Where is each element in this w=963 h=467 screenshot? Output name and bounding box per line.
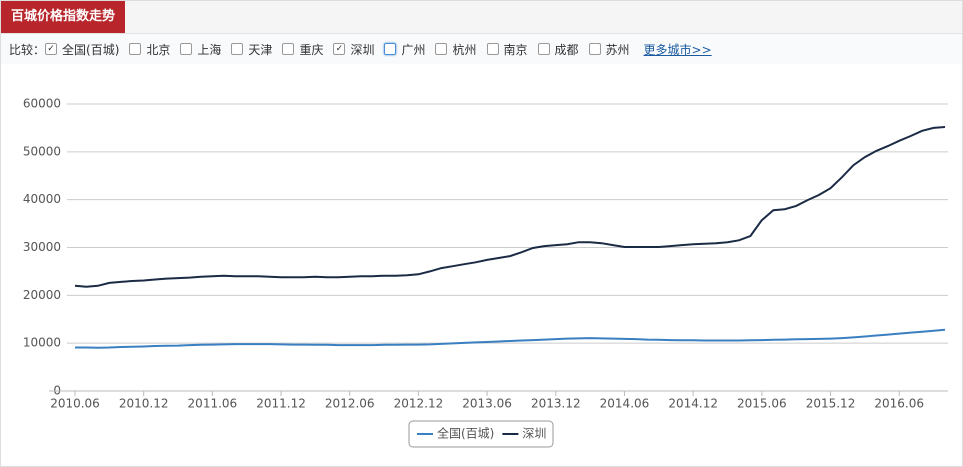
y-tick-label: 30000 [23,240,61,254]
option-label[interactable]: 上海 [197,42,222,57]
option[interactable]: ✓ 深圳 [333,41,374,58]
checkbox[interactable] [435,43,448,55]
option-label[interactable]: 成都 [554,42,579,57]
option-label[interactable]: 广州 [401,42,426,57]
option-label[interactable]: 重庆 [299,42,324,57]
y-tick-label: 20000 [23,288,61,302]
line [75,328,946,349]
option[interactable]: 上海 [180,41,221,58]
header: 百城价格指数走势 [1,1,962,34]
checkbox[interactable]: ✓ [45,43,58,55]
option[interactable]: 北京 [129,41,170,58]
title: 百城价格指数走势 [1,1,126,33]
legend-box [408,420,554,448]
y-tick-label: 60000 [23,97,61,111]
y-tick-label: 10000 [23,336,61,350]
x-tick-label: 2011.12 [256,397,306,411]
option-label[interactable]: 北京 [146,42,171,57]
option-label[interactable]: 杭州 [452,42,477,57]
y-tick-label: 40000 [23,192,61,206]
legend-label: 全国(百城) [437,426,494,441]
x-tick-label: 2013.06 [462,397,512,411]
chart: 01000020000300004000050000600002010.0620… [23,97,948,448]
x-tick-label: 2010.12 [119,397,169,411]
line [74,126,946,288]
x-tick-label: 2014.12 [668,397,718,411]
checkbox[interactable] [588,43,601,55]
x-tick-label: 2011.06 [188,397,238,411]
checkbox[interactable] [486,43,499,55]
x-tick-label: 2015.06 [737,397,787,411]
option[interactable]: 南京 [486,41,528,58]
x-tick-label: 2016.06 [874,397,924,411]
x-tick-label: 2012.06 [325,397,375,411]
checkbox[interactable] [129,43,142,55]
option[interactable]: 天津 [231,41,272,58]
compare-label: 比较： [9,42,46,57]
x-tick-label: 2012.12 [394,397,444,411]
option[interactable]: 广州 [384,41,425,58]
option-label[interactable]: 深圳 [350,42,375,57]
option[interactable]: 成都 [537,41,579,58]
more-link[interactable]: 更多城市>> [643,42,712,57]
option-label[interactable]: 天津 [248,42,273,57]
option-label[interactable]: 苏州 [605,42,630,57]
x-tick-label: 2015.12 [806,397,856,411]
option[interactable]: ✓ 全国(百城) [45,41,119,58]
checkbox[interactable] [231,43,244,55]
checkbox[interactable] [384,43,397,55]
compare-bar: 比较： ✓ 全国(百城) 北京 上海 天津 重庆 ✓ 深圳 广州 杭州 南京 成都 苏州 更多城市>> [1,34,962,64]
option[interactable]: 杭州 [435,41,477,58]
option-label[interactable]: 全国(百城) [62,42,120,57]
legend-label: 深圳 [522,427,546,441]
checkbox[interactable] [537,43,550,55]
x-tick-label: 2014.06 [600,397,650,411]
option[interactable]: 重庆 [282,41,323,58]
checkbox[interactable] [282,43,295,55]
y-tick-label: 50000 [23,144,61,158]
checkbox[interactable] [180,43,193,55]
option-label[interactable]: 南京 [503,42,528,57]
option[interactable]: 苏州 [588,41,630,58]
x-tick-label: 2010.06 [50,397,100,411]
checkbox[interactable]: ✓ [333,43,346,55]
x-tick-label: 2013.12 [531,397,581,411]
